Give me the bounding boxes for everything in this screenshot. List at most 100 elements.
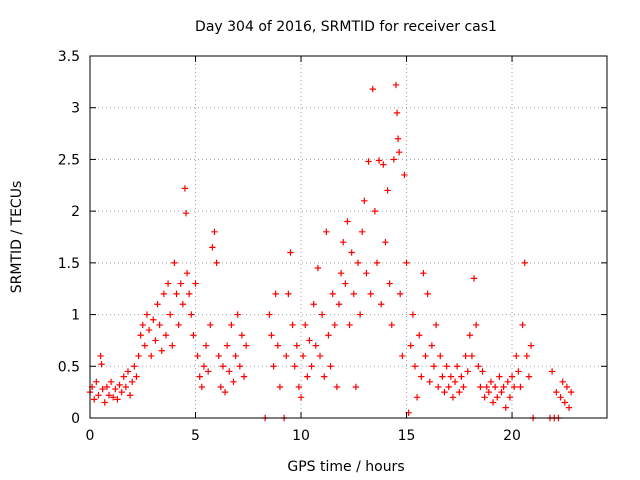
- data-point: [304, 373, 311, 380]
- data-point: [510, 383, 518, 391]
- data-point: [177, 280, 184, 287]
- data-point: [183, 270, 191, 277]
- data-point: [483, 383, 490, 391]
- data-point: [561, 399, 568, 406]
- data-point: [504, 378, 512, 385]
- data-point: [470, 275, 478, 282]
- data-point: [291, 363, 298, 370]
- data-point: [411, 363, 419, 370]
- data-point: [458, 373, 465, 380]
- data-point: [329, 290, 336, 298]
- data-point: [489, 399, 497, 406]
- data-point: [354, 259, 362, 267]
- data-point: [475, 363, 482, 370]
- data-point: [449, 394, 457, 401]
- axis-ticks: 0 0.5 1 1.5 2 2.5 3 3.5 0 5 10 15 20: [58, 49, 607, 444]
- data-point: [287, 249, 294, 256]
- data-point: [434, 383, 442, 391]
- data-point: [415, 332, 423, 339]
- data-point: [268, 332, 275, 339]
- data-point: [327, 363, 334, 370]
- data-point: [437, 352, 444, 360]
- plot-frame: [89, 55, 608, 419]
- data-point: [352, 383, 360, 391]
- data-point: [424, 290, 431, 298]
- data-point: [365, 158, 372, 165]
- data-point: [285, 290, 292, 298]
- data-point: [371, 207, 379, 215]
- data-point: [175, 321, 182, 329]
- data-point: [164, 280, 172, 287]
- data-point: [230, 378, 237, 385]
- data-point: [185, 290, 193, 298]
- data-point: [312, 342, 319, 349]
- data-point: [196, 373, 203, 380]
- data-point: [181, 185, 189, 192]
- y-tick-label: 1: [71, 308, 80, 324]
- data-point: [335, 301, 343, 308]
- y-tick-label: 0: [71, 411, 80, 427]
- data-point: [154, 301, 161, 308]
- data-point: [373, 259, 381, 267]
- data-point: [460, 383, 467, 391]
- data-point: [325, 332, 332, 339]
- data-point: [498, 388, 505, 396]
- data-point: [99, 385, 106, 393]
- data-point: [451, 378, 459, 385]
- data-point: [386, 280, 393, 287]
- data-points: [86, 81, 575, 422]
- data-point: [409, 311, 417, 318]
- data-point: [519, 321, 526, 329]
- data-point: [359, 228, 366, 236]
- data-point: [93, 378, 100, 385]
- data-point: [413, 394, 421, 401]
- data-point: [137, 332, 144, 339]
- data-point: [306, 337, 313, 344]
- data-point: [380, 161, 387, 168]
- data-point: [213, 259, 220, 267]
- y-tick-label: 3.5: [58, 49, 80, 65]
- data-point: [118, 388, 125, 396]
- data-point: [173, 290, 180, 298]
- data-point: [557, 394, 564, 401]
- data-point: [310, 301, 317, 308]
- y-axis-label: SRMTID / TECUs: [9, 181, 25, 294]
- data-point: [234, 311, 241, 318]
- data-point: [430, 363, 438, 370]
- data-point: [445, 383, 452, 391]
- data-point: [348, 249, 355, 256]
- data-point: [289, 321, 296, 329]
- data-point: [98, 361, 105, 368]
- data-point: [126, 392, 134, 399]
- data-point: [223, 342, 231, 349]
- data-point: [513, 352, 520, 360]
- data-point: [466, 332, 474, 339]
- data-point: [147, 352, 155, 360]
- data-point: [316, 352, 324, 360]
- data-point: [496, 373, 503, 380]
- data-point: [367, 290, 374, 298]
- data-point: [219, 363, 227, 370]
- data-point: [506, 394, 514, 401]
- data-point: [477, 383, 484, 391]
- data-point: [314, 264, 322, 272]
- data-point: [242, 342, 250, 349]
- data-point: [553, 388, 560, 396]
- data-point: [563, 383, 571, 391]
- data-point: [182, 210, 190, 217]
- y-tick-label: 1.5: [58, 256, 80, 272]
- data-point: [232, 352, 239, 360]
- data-point: [447, 373, 455, 380]
- data-point: [152, 337, 159, 344]
- data-point: [378, 301, 385, 308]
- data-point: [485, 388, 493, 396]
- data-point: [299, 352, 307, 360]
- data-point: [420, 270, 427, 277]
- y-tick-label: 3: [71, 101, 80, 117]
- data-point: [204, 368, 212, 375]
- x-axis-label: GPS time / hours: [287, 459, 404, 475]
- data-point: [393, 109, 401, 117]
- data-point: [418, 373, 425, 380]
- data-point: [382, 238, 389, 246]
- data-point: [428, 342, 436, 349]
